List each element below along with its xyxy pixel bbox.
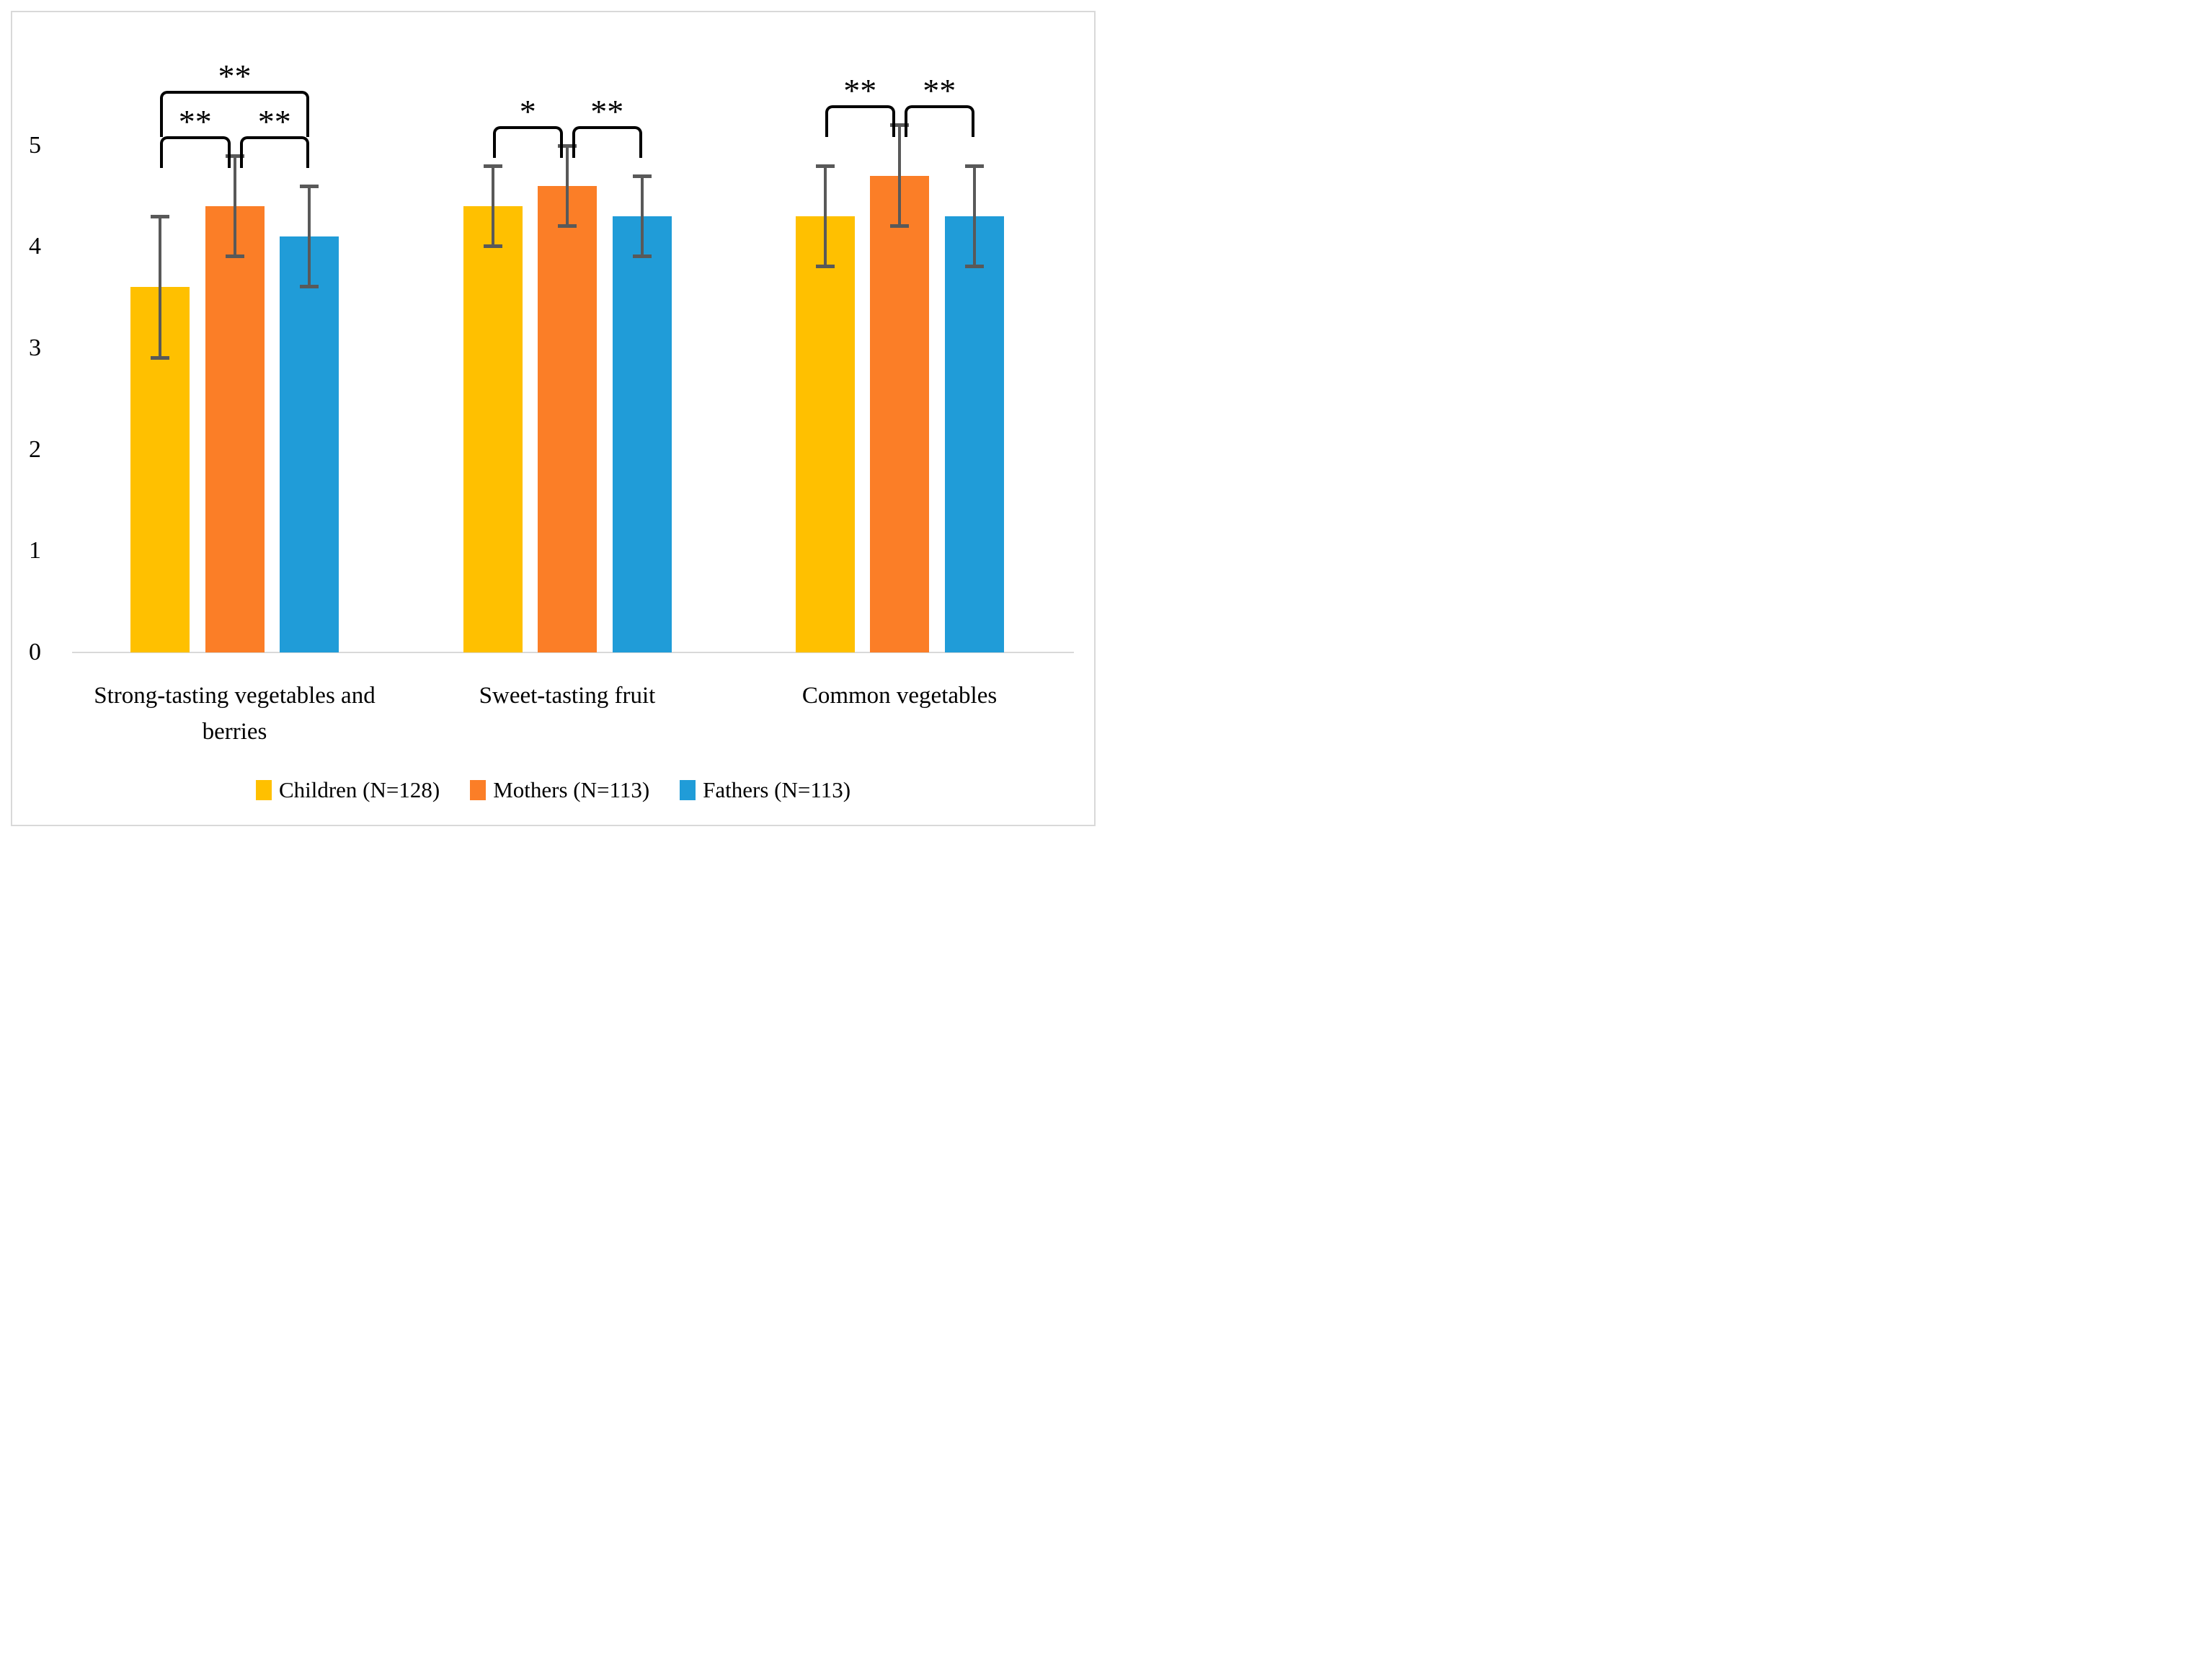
y-tick-label: 3 <box>29 334 41 361</box>
significance-bracket <box>492 125 563 158</box>
significance-label: * <box>519 92 536 130</box>
error-bar-top-cap <box>225 154 244 158</box>
error-bar <box>823 165 827 267</box>
error-bar <box>233 155 236 257</box>
error-bar-bottom-cap <box>890 224 909 229</box>
error-bar <box>308 185 311 288</box>
legend: Children (N=128) Mothers (N=113) Fathers (… <box>0 777 1106 803</box>
error-bar-top-cap <box>558 143 577 148</box>
error-bar-bottom-cap <box>483 244 502 249</box>
y-tick-label: 2 <box>29 435 41 463</box>
significance-bracket <box>160 136 231 168</box>
category-label: Sweet-tasting fruit <box>479 683 656 709</box>
bar-fathers-0 <box>280 236 339 652</box>
legend-swatch <box>470 780 487 800</box>
error-bar-bottom-cap <box>632 254 652 259</box>
error-bar-bottom-cap <box>300 285 319 289</box>
legend-item: Children (N=128) <box>255 777 440 803</box>
error-bar <box>566 145 569 227</box>
significance-bracket <box>160 90 309 137</box>
error-bar-bottom-cap <box>964 265 984 269</box>
error-bar-top-cap <box>890 123 909 128</box>
significance-label: ** <box>257 102 291 140</box>
significance-label: ** <box>590 92 624 130</box>
error-bar-top-cap <box>151 214 169 218</box>
bar-mothers-2 <box>870 175 929 652</box>
bar-children-1 <box>463 205 523 652</box>
bar-fathers-2 <box>944 216 1004 652</box>
significance-bracket <box>905 105 974 138</box>
legend-item: Fathers (N=113) <box>680 777 850 803</box>
legend-item: Mothers (N=113) <box>470 777 649 803</box>
bar-mothers-0 <box>205 205 265 652</box>
y-tick-label: 5 <box>29 131 41 159</box>
significance-bracket <box>825 105 895 138</box>
legend-label: Mothers (N=113) <box>493 777 650 802</box>
error-bar-bottom-cap <box>151 355 169 360</box>
significance-label: ** <box>923 72 956 110</box>
legend-swatch <box>680 780 696 800</box>
bar-mothers-1 <box>538 185 597 652</box>
category-label: Common vegetables <box>801 683 998 709</box>
x-axis-line <box>72 652 1074 653</box>
error-bar <box>159 216 161 358</box>
error-bar <box>491 165 494 247</box>
y-tick-label: 4 <box>29 233 41 260</box>
legend-swatch <box>255 780 272 800</box>
error-bar-top-cap <box>815 164 835 168</box>
significance-bracket <box>572 125 642 158</box>
category-label: Strong-tasting vegetables and berries <box>94 683 376 745</box>
error-bar <box>640 175 644 257</box>
legend-label: Fathers (N=113) <box>703 777 851 802</box>
significance-bracket <box>239 136 309 168</box>
significance-label: ** <box>218 57 252 94</box>
y-tick-label: 1 <box>29 537 41 564</box>
legend-label: Children (N=128) <box>278 777 440 802</box>
significance-label: ** <box>843 72 877 110</box>
error-bar-top-cap <box>483 164 502 168</box>
bar-children-2 <box>795 216 855 652</box>
error-bar-top-cap <box>300 184 319 188</box>
error-bar <box>898 125 901 227</box>
significance-label: ** <box>178 102 212 140</box>
bar-fathers-1 <box>612 216 672 652</box>
y-tick-label: 0 <box>29 639 41 665</box>
error-bar-bottom-cap <box>558 224 577 229</box>
error-bar-bottom-cap <box>815 265 835 269</box>
error-bar <box>972 165 976 267</box>
error-bar-bottom-cap <box>225 254 244 259</box>
error-bar-top-cap <box>964 164 984 168</box>
error-bar-top-cap <box>632 174 652 178</box>
